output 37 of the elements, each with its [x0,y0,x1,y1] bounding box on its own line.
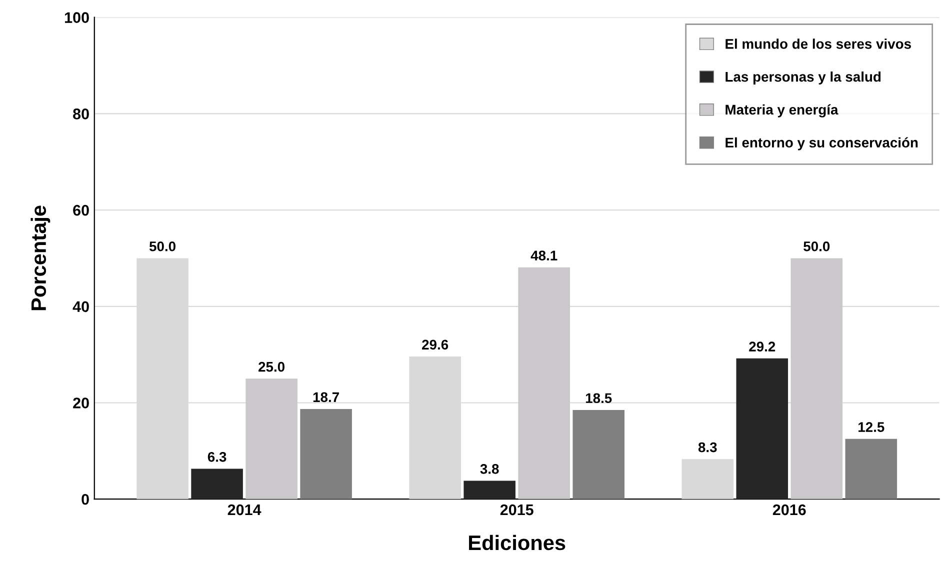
y-tick-label: 0 [82,494,89,505]
y-axis-title: Porcentaje [30,206,50,310]
bar [572,410,624,500]
data-label: 50.0 [804,241,830,252]
data-label: 8.3 [698,442,717,452]
y-tick-label: 20 [73,398,89,408]
bar [191,468,243,500]
x-tick-label: 2014 [228,504,262,516]
data-label: 48.1 [530,250,558,260]
data-label: 29.6 [422,340,448,350]
data-label: 50.0 [149,241,176,252]
bar [246,378,298,500]
bar [682,459,734,500]
bar [790,258,843,500]
legend-label: Materia y energía [726,104,838,118]
data-label: 18.5 [586,393,612,404]
bar [518,267,570,500]
bar [736,358,788,500]
bar [464,480,516,500]
data-label: 3.8 [480,464,499,474]
legend-label: El entorno y su conservación [726,137,918,150]
x-axis-title: Ediciones [469,534,566,550]
data-label: 12.5 [858,422,884,432]
bar [845,438,898,500]
y-tick-label: 100 [65,12,89,23]
y-tick-label: 40 [72,301,89,312]
x-tick-label: 2016 [772,504,806,516]
x-tick-label: 2015 [500,504,534,516]
data-label: 6.3 [208,452,226,462]
data-label: 29.2 [749,342,776,352]
legend-label: El mundo de los seres vivos [726,38,911,49]
y-tick-label: 80 [73,108,89,120]
data-label: 18.7 [313,392,339,402]
bar [300,409,352,500]
data-label: 25.0 [258,362,284,372]
legend-label: Las personas y la salud [726,72,881,84]
y-tick-label: 60 [73,204,89,216]
